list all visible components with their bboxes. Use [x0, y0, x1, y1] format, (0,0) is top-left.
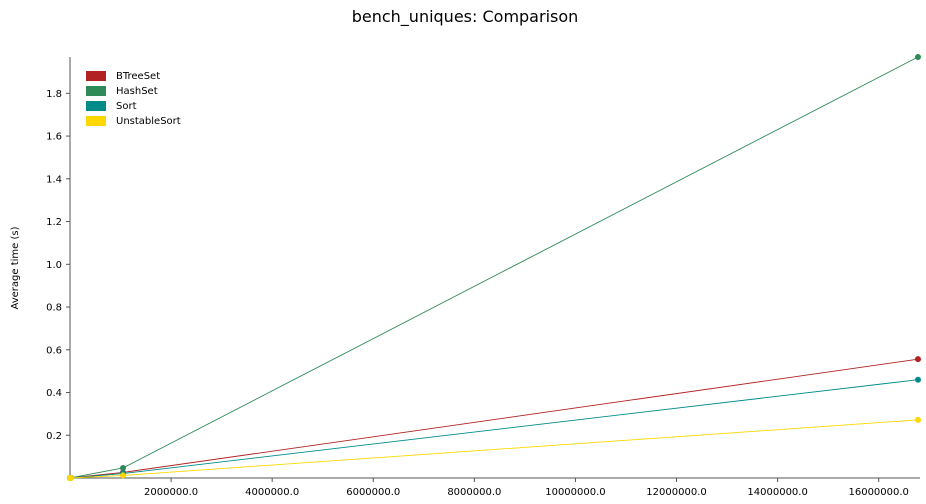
series-line-btreeset	[69, 358, 919, 479]
x-tick-label: 6000000.0	[346, 487, 400, 498]
y-tick-label: 1.4	[46, 174, 62, 185]
series-line-unstablesort	[69, 419, 919, 479]
legend-label-btreeset: BTreeSet	[116, 71, 160, 82]
y-tick-label: 0.2	[46, 431, 62, 442]
legend-label-sort: Sort	[116, 101, 137, 112]
x-tick-label: 10000000.0	[545, 487, 605, 498]
x-tick-label: 4000000.0	[245, 487, 299, 498]
y-tick-label: 1.0	[46, 260, 62, 271]
y-tick-label: 1.8	[46, 89, 62, 100]
data-point-btreeset	[915, 356, 921, 363]
legend-label-hashset: HashSet	[116, 86, 158, 97]
x-tick-label: 16000000.0	[848, 487, 908, 498]
legend-swatch-hashset	[86, 86, 106, 96]
x-tick-label: 12000000.0	[646, 487, 706, 498]
data-point-unstablesort	[120, 472, 126, 479]
data-point-sort	[915, 376, 921, 383]
y-tick-label: 1.6	[46, 132, 62, 143]
axis-ticks: 2000000.0 4000000.0 6000000.0 8000000.0 1000…	[46, 89, 909, 498]
legend-swatch-sort	[86, 101, 106, 111]
y-tick-label: 0.4	[46, 388, 62, 399]
data-point-hashset	[915, 54, 921, 60]
x-tick-label: 14000000.0	[747, 487, 807, 498]
data-point-unstablesort	[67, 474, 74, 481]
chart-title: bench_uniques: Comparison	[352, 7, 579, 27]
legend-label-unstablesort: UnstableSort	[116, 116, 181, 127]
y-tick-label: 1.2	[46, 217, 62, 228]
y-axis-label: Average time (s)	[10, 226, 21, 309]
y-tick-label: 0.6	[46, 345, 62, 356]
series-line-hashset	[69, 56, 919, 479]
x-tick-label: 8000000.0	[447, 487, 501, 498]
legend: BTreeSet HashSet Sort UnstableSort	[86, 71, 181, 127]
y-tick-label: 0.8	[46, 303, 62, 314]
data-point-hashset	[120, 464, 126, 471]
series-group	[67, 54, 921, 481]
legend-swatch-unstablesort	[86, 116, 106, 126]
data-point-unstablesort	[915, 416, 921, 423]
legend-swatch-btreeset	[86, 71, 106, 81]
x-tick-label: 2000000.0	[144, 487, 198, 498]
